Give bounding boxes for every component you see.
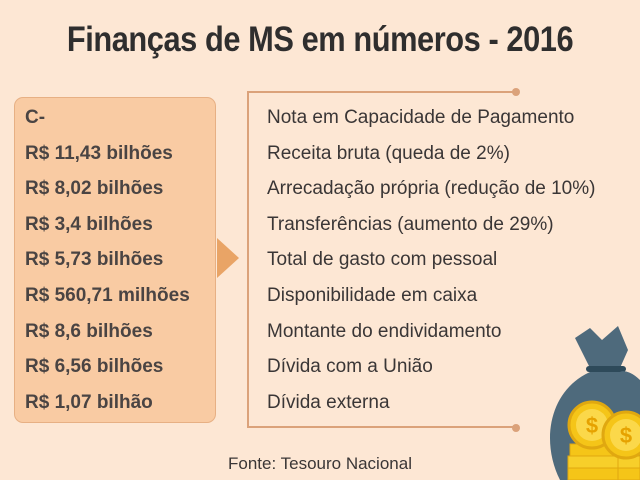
label-item: Dívida com a União: [267, 356, 433, 378]
bracket-dot-bottom: [512, 424, 520, 432]
label-item: Transferências (aumento de 29%): [267, 213, 554, 235]
value-item: C-: [25, 107, 46, 128]
label-item: Receita bruta (queda de 2%): [267, 142, 510, 164]
money-bag-icon: $ $: [550, 326, 640, 480]
label-item: Total de gasto com pessoal: [267, 249, 498, 271]
value-item: R$ 560,71 milhões: [25, 284, 190, 306]
page-title: Finanças de MS em números - 2016: [66, 20, 574, 59]
value-item: R$ 6,56 bilhões: [25, 356, 164, 378]
label-item: Arrecadação própria (redução de 10%): [267, 178, 596, 200]
value-item: R$ 11,43 bilhões: [25, 142, 173, 164]
source-note: Fonte: Tesouro Nacional: [228, 454, 412, 473]
labels-bracket: [247, 91, 515, 428]
coin-stack-icon: $ $: [567, 400, 640, 480]
value-item: R$ 8,6 bilhões: [25, 320, 153, 342]
value-item: R$ 3,4 bilhões: [25, 213, 153, 235]
values-list: C- R$ 11,43 bilhões R$ 8,02 bilhões R$ 3…: [25, 106, 190, 426]
svg-text:$: $: [620, 423, 632, 448]
label-item: Nota em Capacidade de Pagamento: [267, 107, 575, 128]
labels-list: Nota em Capacidade de Pagamento Receita …: [267, 106, 595, 426]
value-item: R$ 5,73 bilhões: [25, 249, 164, 271]
label-item: Disponibilidade em caixa: [267, 284, 478, 306]
values-panel: [14, 97, 216, 423]
value-item: R$ 8,02 bilhões: [25, 178, 164, 200]
value-item: R$ 1,07 bilhão: [25, 391, 153, 413]
bracket-dot-top: [512, 88, 520, 96]
arrow-right-icon: [217, 238, 239, 278]
svg-text:$: $: [586, 413, 598, 438]
label-item: Montante do endividamento: [267, 320, 502, 342]
label-item: Dívida externa: [267, 391, 390, 413]
